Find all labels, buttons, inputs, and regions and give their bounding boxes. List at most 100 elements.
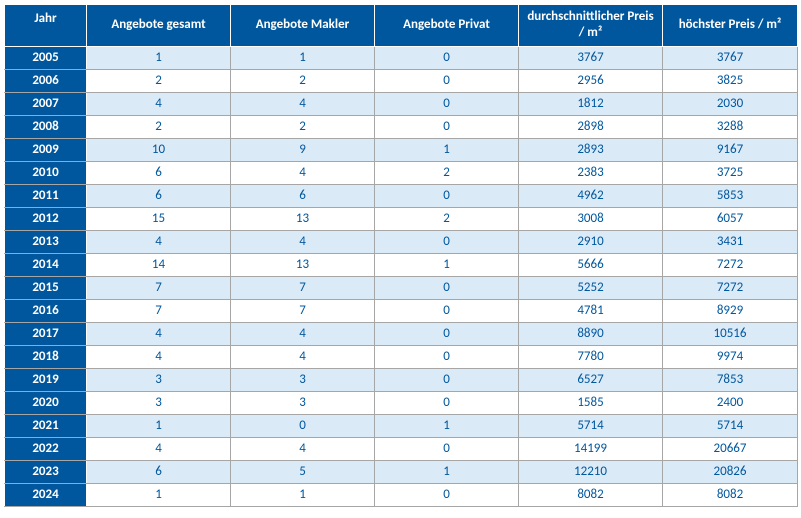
- value-cell: 2383: [519, 161, 663, 184]
- value-cell: 7: [87, 276, 231, 299]
- value-cell: 1: [87, 483, 231, 506]
- value-cell: 2: [375, 207, 519, 230]
- value-cell: 1: [87, 46, 231, 69]
- table-header: Jahr Angebote gesamt Angebote Makler Ang…: [5, 5, 798, 47]
- table-row: 20141413156667272: [5, 253, 798, 276]
- value-cell: 1812: [519, 92, 663, 115]
- year-cell: 2005: [5, 46, 87, 69]
- value-cell: 4: [87, 437, 231, 460]
- value-cell: 0: [375, 391, 519, 414]
- value-cell: 8082: [663, 483, 798, 506]
- value-cell: 3767: [663, 46, 798, 69]
- value-cell: 4: [231, 161, 375, 184]
- value-cell: 7780: [519, 345, 663, 368]
- year-cell: 2020: [5, 391, 87, 414]
- year-cell: 2019: [5, 368, 87, 391]
- table-row: 202110157145714: [5, 414, 798, 437]
- year-cell: 2018: [5, 345, 87, 368]
- value-cell: 1: [375, 253, 519, 276]
- value-cell: 3288: [663, 115, 798, 138]
- value-cell: 9167: [663, 138, 798, 161]
- table-body: 2005110376737672006220295638252007440181…: [5, 46, 798, 506]
- value-cell: 4: [87, 230, 231, 253]
- value-cell: 7: [87, 299, 231, 322]
- value-cell: 4781: [519, 299, 663, 322]
- value-cell: 1585: [519, 391, 663, 414]
- value-cell: 2: [375, 161, 519, 184]
- value-cell: 3: [87, 391, 231, 414]
- value-cell: 0: [375, 368, 519, 391]
- value-cell: 1: [375, 460, 519, 483]
- value-cell: 9974: [663, 345, 798, 368]
- value-cell: 2: [87, 115, 231, 138]
- value-cell: 15: [87, 207, 231, 230]
- value-cell: 5252: [519, 276, 663, 299]
- value-cell: 12210: [519, 460, 663, 483]
- year-cell: 2022: [5, 437, 87, 460]
- year-cell: 2007: [5, 92, 87, 115]
- value-cell: 5: [231, 460, 375, 483]
- value-cell: 14: [87, 253, 231, 276]
- value-cell: 0: [375, 345, 519, 368]
- value-cell: 3: [231, 391, 375, 414]
- year-cell: 2011: [5, 184, 87, 207]
- value-cell: 7272: [663, 276, 798, 299]
- value-cell: 2893: [519, 138, 663, 161]
- value-cell: 4: [87, 345, 231, 368]
- table-row: 2017440889010516: [5, 322, 798, 345]
- year-cell: 2009: [5, 138, 87, 161]
- table-row: 201933065277853: [5, 368, 798, 391]
- value-cell: 0: [375, 184, 519, 207]
- value-cell: 10516: [663, 322, 798, 345]
- value-cell: 8082: [519, 483, 663, 506]
- value-cell: 3767: [519, 46, 663, 69]
- value-cell: 0: [375, 322, 519, 345]
- value-cell: 14199: [519, 437, 663, 460]
- value-cell: 20826: [663, 460, 798, 483]
- value-cell: 3: [87, 368, 231, 391]
- year-cell: 2017: [5, 322, 87, 345]
- col-header-private: Angebote Privat: [375, 5, 519, 47]
- value-cell: 7: [231, 299, 375, 322]
- value-cell: 7853: [663, 368, 798, 391]
- value-cell: 0: [375, 115, 519, 138]
- value-cell: 4: [231, 322, 375, 345]
- table-row: 201577052527272: [5, 276, 798, 299]
- value-cell: 3: [231, 368, 375, 391]
- value-cell: 0: [375, 46, 519, 69]
- value-cell: 4: [231, 437, 375, 460]
- value-cell: 1: [375, 138, 519, 161]
- year-cell: 2016: [5, 299, 87, 322]
- value-cell: 3431: [663, 230, 798, 253]
- price-statistics-table: Jahr Angebote gesamt Angebote Makler Ang…: [4, 4, 798, 507]
- value-cell: 4962: [519, 184, 663, 207]
- table-row: 200511037673767: [5, 46, 798, 69]
- value-cell: 3008: [519, 207, 663, 230]
- year-cell: 2008: [5, 115, 87, 138]
- value-cell: 9: [231, 138, 375, 161]
- col-header-year: Jahr: [5, 5, 87, 47]
- value-cell: 0: [375, 437, 519, 460]
- value-cell: 1: [231, 46, 375, 69]
- table-row: 20236511221020826: [5, 460, 798, 483]
- value-cell: 10: [87, 138, 231, 161]
- value-cell: 5714: [663, 414, 798, 437]
- table-row: 201677047818929: [5, 299, 798, 322]
- year-cell: 2024: [5, 483, 87, 506]
- table-row: 200744018122030: [5, 92, 798, 115]
- year-cell: 2015: [5, 276, 87, 299]
- value-cell: 4: [87, 92, 231, 115]
- col-header-avg-price: durchschnittlicher Preis / m²: [519, 5, 663, 47]
- table-row: 201344029103431: [5, 230, 798, 253]
- table-row: 201166049625853: [5, 184, 798, 207]
- table-row: 2009109128939167: [5, 138, 798, 161]
- value-cell: 5714: [519, 414, 663, 437]
- value-cell: 2400: [663, 391, 798, 414]
- year-cell: 2013: [5, 230, 87, 253]
- value-cell: 8890: [519, 322, 663, 345]
- col-header-broker: Angebote Makler: [231, 5, 375, 47]
- value-cell: 8929: [663, 299, 798, 322]
- value-cell: 6: [231, 184, 375, 207]
- value-cell: 5853: [663, 184, 798, 207]
- value-cell: 4: [87, 322, 231, 345]
